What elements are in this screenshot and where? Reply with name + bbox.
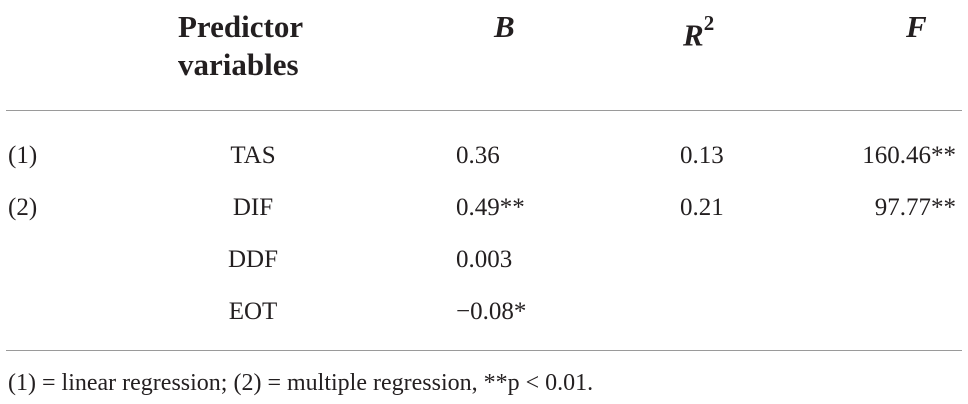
row-1-model: (1)	[8, 142, 38, 169]
header-predictor-line2: variables	[178, 47, 299, 82]
header-predictor-variables: Predictor variables	[178, 8, 378, 84]
row-1-b: 0.36	[456, 142, 500, 169]
row-2-r2: 0.21	[680, 194, 724, 221]
row-1-r2: 0.13	[680, 142, 724, 169]
row-1-predictor: TAS	[230, 142, 276, 169]
row-2-predictor: DIF	[232, 194, 274, 221]
header-r2-superscript: 2	[703, 11, 715, 35]
table-footnote: (1) = linear regression; (2) = multiple …	[8, 370, 594, 396]
header-divider	[6, 110, 962, 111]
header-b: B	[494, 9, 515, 44]
row-2-b: 0.49**	[456, 194, 525, 221]
row-3-predictor: DDF	[227, 246, 278, 273]
table-bottom-divider	[6, 350, 962, 351]
header-f: F	[906, 9, 927, 44]
header-r2-base: R	[683, 17, 704, 53]
row-3-b: 0.003	[456, 246, 513, 273]
header-predictor-line1: Predictor	[178, 9, 304, 44]
row-4-predictor: EOT	[228, 298, 278, 325]
row-1-f: 160.46**	[862, 142, 956, 169]
row-2-model: (2)	[8, 194, 38, 221]
row-4-b: −0.08*	[456, 298, 527, 325]
header-r-squared: R2	[683, 8, 714, 54]
row-2-f: 97.77**	[874, 194, 956, 221]
